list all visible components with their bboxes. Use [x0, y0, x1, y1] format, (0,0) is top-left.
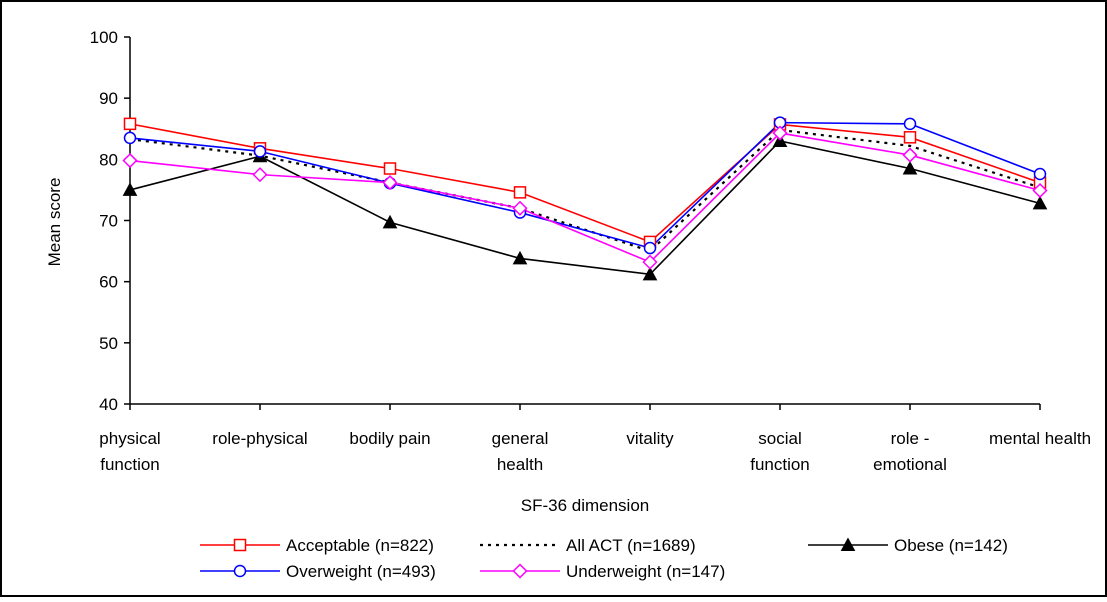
legend-item: Acceptable (n=822)	[200, 536, 434, 555]
data-point	[252, 167, 268, 183]
data-point	[903, 131, 917, 144]
legend-item: Overweight (n=493)	[200, 562, 436, 581]
data-point	[253, 145, 267, 158]
y-tick-label: 40	[99, 395, 118, 414]
data-point	[513, 186, 527, 199]
x-tick-label: bodily pain	[349, 429, 430, 448]
legend: Acceptable (n=822) All ACT (n=1689) Obese …	[200, 536, 1008, 581]
data-point	[233, 538, 247, 552]
data-point	[642, 254, 658, 270]
data-point	[382, 175, 398, 191]
data-point	[903, 117, 917, 131]
series-marker-group	[122, 125, 1048, 270]
x-tick-label: social	[758, 429, 801, 448]
data-point	[772, 125, 788, 141]
series-marker-group	[122, 133, 1048, 281]
series-line-group	[129, 123, 1041, 243]
legend-label: Overweight (n=493)	[286, 562, 436, 581]
x-tick-label: vitality	[626, 429, 674, 448]
series-line	[129, 132, 1041, 264]
series-line-group	[129, 121, 1041, 249]
x-tick-label: function	[100, 455, 160, 474]
legend-label: All ACT (n=1689)	[566, 536, 696, 555]
x-tick-label: role -	[891, 429, 930, 448]
data-point	[1033, 167, 1047, 181]
data-point	[512, 200, 528, 216]
x-tick-label: role-physical	[212, 429, 307, 448]
data-point	[1032, 182, 1048, 199]
data-point	[643, 241, 657, 255]
data-point	[512, 250, 528, 265]
data-point	[512, 563, 528, 579]
data-point	[1032, 195, 1048, 210]
series-line-group	[129, 140, 1041, 276]
data-point	[382, 214, 398, 229]
data-point	[122, 182, 138, 196]
y-tick-label: 90	[99, 89, 118, 108]
legend-item: All ACT (n=1689)	[480, 536, 696, 555]
data-point	[123, 131, 137, 145]
legend-label: Acceptable (n=822)	[286, 536, 434, 555]
data-point	[383, 162, 397, 175]
axis-labels: Mean score SF-36 dimension	[45, 178, 649, 515]
data-point	[902, 160, 918, 175]
legend-item: Underweight (n=147)	[480, 562, 725, 581]
series-line	[129, 123, 1041, 243]
data-point	[123, 117, 137, 131]
y-tick-label: 50	[99, 334, 118, 353]
data-point	[642, 266, 658, 281]
y-tick-label: 60	[99, 273, 118, 292]
x-tick-label: health	[497, 455, 543, 474]
data-point	[902, 147, 918, 163]
series-line	[129, 121, 1041, 249]
x-axis-title: SF-36 dimension	[521, 496, 650, 515]
y-tick-label: 80	[99, 150, 118, 169]
data-point	[122, 152, 138, 169]
data-point	[233, 564, 247, 578]
series-line	[129, 140, 1041, 276]
legend-label: Obese (n=142)	[894, 536, 1008, 555]
y-tick-label: 70	[99, 212, 118, 231]
legend-label: Underweight (n=147)	[566, 562, 725, 581]
series-line-group	[129, 132, 1041, 264]
axes: 40 50 60 70 80 90 100 physical function role-phys…	[90, 28, 1091, 474]
x-tick-label: emotional	[873, 455, 947, 474]
data-point	[840, 537, 856, 551]
series-layer	[122, 116, 1048, 281]
legend-item: Obese (n=142)	[808, 536, 1008, 555]
y-axis-title: Mean score	[45, 178, 64, 267]
x-tick-label: function	[750, 455, 810, 474]
x-tick-label: mental health	[989, 429, 1091, 448]
y-tick-label: 100	[90, 28, 118, 47]
x-tick-label: physical	[99, 429, 160, 448]
x-tick-label: general	[492, 429, 549, 448]
